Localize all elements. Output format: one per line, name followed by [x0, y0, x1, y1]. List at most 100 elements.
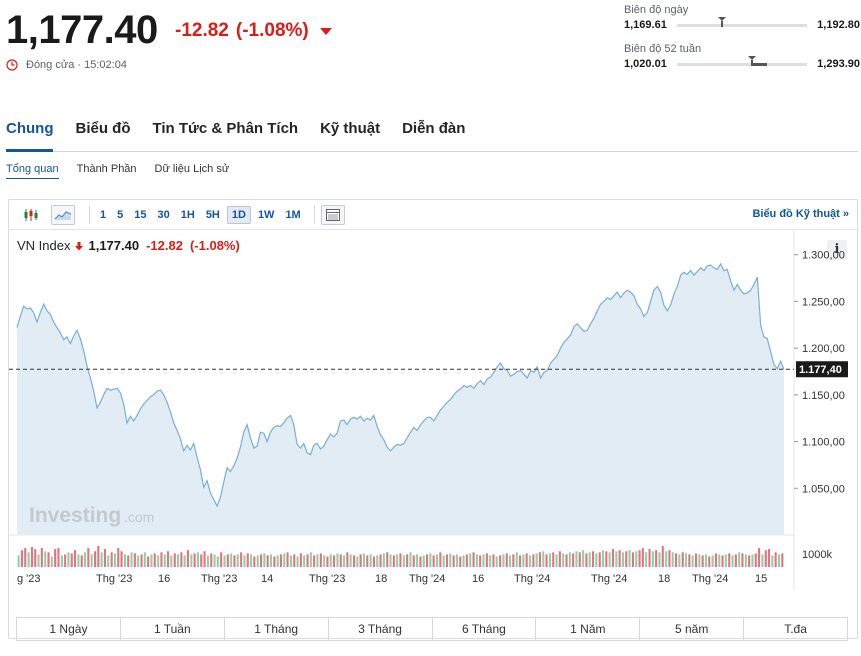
area-chart-icon[interactable]	[51, 204, 75, 225]
volume-bar	[691, 555, 694, 567]
volume-bar	[349, 554, 352, 567]
legend-change-percent: (-1.08%)	[189, 238, 240, 253]
period-5y[interactable]: 5 năm	[640, 618, 745, 640]
technical-chart-link[interactable]: Biểu đồ Kỹ thuật »	[752, 208, 849, 220]
volume-bar	[40, 548, 43, 567]
volume-bar	[668, 550, 671, 567]
volume-bar	[402, 555, 405, 567]
day-range-title: Biên độ ngày	[624, 4, 689, 16]
subtab-summary[interactable]: Tổng quan	[6, 163, 59, 179]
y-tick-label: 1.050,00	[802, 483, 845, 495]
volume-bar	[113, 553, 116, 568]
volume-bar	[100, 552, 103, 567]
sub-tabs: Tổng quan Thành Phần Dữ liệu Lịch sử	[6, 163, 229, 179]
volume-bar	[658, 552, 661, 567]
info-button[interactable]: i	[827, 240, 847, 260]
volume-bar	[323, 555, 326, 567]
change-value: -12.82	[175, 20, 229, 41]
day-range-high: 1,192.80	[817, 19, 860, 31]
tab-chart[interactable]: Biểu đồ	[75, 120, 131, 137]
volume-bar	[243, 555, 246, 567]
x-tick-label: 18	[375, 573, 387, 585]
volume-bar	[223, 555, 226, 567]
period-1m[interactable]: 1 Tháng	[225, 618, 329, 640]
interval-1m[interactable]: 1	[100, 208, 107, 221]
candlestick-icon[interactable]	[19, 205, 43, 225]
volume-bar	[445, 554, 448, 567]
tab-technical[interactable]: Kỹ thuật	[320, 120, 381, 137]
volume-bar	[695, 553, 698, 568]
interval-30m[interactable]: 30	[157, 208, 170, 221]
volume-bar	[704, 554, 707, 567]
volume-bar	[167, 551, 170, 568]
x-tick-label: 14	[261, 573, 273, 585]
volume-bar	[34, 549, 37, 567]
x-tick-label: 18	[658, 573, 670, 585]
interval-1d[interactable]: 1D	[226, 205, 251, 224]
tab-forum[interactable]: Diễn đàn	[402, 120, 466, 137]
volume-bar	[213, 554, 216, 567]
period-1y[interactable]: 1 Năm	[536, 618, 641, 640]
volume-bar	[346, 552, 349, 567]
volume-bar	[406, 554, 409, 567]
volume-bar	[157, 555, 160, 567]
volume-bar	[37, 554, 40, 567]
volume-bar	[522, 554, 525, 567]
volume-bar	[754, 553, 757, 568]
volume-bar	[193, 553, 196, 568]
interval-1w[interactable]: 1W	[257, 208, 275, 221]
volume-bar	[542, 551, 545, 568]
tab-news-analysis[interactable]: Tin Tức & Phân Tích	[152, 120, 299, 137]
day-range: Biên độ ngày 1,169.61 1,192.80	[624, 4, 860, 31]
volume-bar	[143, 552, 146, 567]
interval-5m[interactable]: 5	[117, 208, 124, 221]
x-tick-label: 16	[472, 573, 484, 585]
period-3m[interactable]: 3 Tháng	[329, 618, 433, 640]
interval-5h[interactable]: 5H	[205, 208, 220, 221]
volume-bar	[778, 554, 781, 567]
volume-bar	[422, 555, 425, 567]
volume-bar	[190, 554, 193, 567]
x-tick-label: 16	[158, 573, 170, 585]
volume-bar	[538, 552, 541, 567]
volume-bar	[67, 552, 70, 567]
subtab-historical-data[interactable]: Dữ liệu Lịch sử	[154, 163, 230, 175]
interval-1mo[interactable]: 1M	[285, 208, 301, 221]
period-6m[interactable]: 6 Tháng	[433, 618, 537, 640]
volume-bar	[170, 555, 173, 567]
period-1d[interactable]: 1 Ngày	[17, 618, 121, 640]
period-max[interactable]: T.đa	[784, 622, 807, 636]
volume-bar	[246, 553, 249, 568]
week52-range-bar	[676, 55, 808, 66]
volume-bar	[741, 553, 744, 568]
volume-bar	[489, 555, 492, 567]
y-tick-label: 1.300,00	[802, 250, 845, 262]
volume-bar	[555, 554, 558, 567]
volume-bar	[94, 551, 97, 568]
volume-bar	[595, 553, 598, 568]
volume-bar	[602, 550, 605, 567]
volume-bar	[499, 555, 502, 567]
volume-bar	[163, 554, 166, 567]
chart-panel: 1 5 15 30 1H 5H 1D 1W 1M Biểu đồ Kỹ thuậ…	[8, 199, 858, 639]
price-chart: Investing .com 1.300,00 1.250,00 1.200,00 1…	[9, 230, 848, 590]
volume-bar	[27, 552, 30, 567]
last-price: 1,177.40	[6, 8, 158, 52]
table-view-icon[interactable]	[320, 204, 345, 225]
volume-bar	[216, 556, 219, 567]
volume-bar	[396, 554, 399, 567]
volume-bar	[472, 552, 475, 567]
volume-bar	[206, 555, 209, 567]
x-tick-label: Thg '23	[96, 573, 132, 585]
volume-bar	[313, 555, 316, 567]
volume-bar	[728, 553, 731, 568]
subtab-components[interactable]: Thành Phần	[76, 163, 137, 175]
volume-bar	[379, 554, 382, 567]
volume-bar	[256, 555, 259, 567]
period-1w[interactable]: 1 Tuần	[121, 618, 225, 640]
tab-overview[interactable]: Chung	[6, 117, 54, 152]
volume-bar	[761, 554, 764, 567]
interval-1h[interactable]: 1H	[180, 208, 195, 221]
volume-bar	[130, 552, 133, 567]
interval-15m[interactable]: 15	[134, 208, 147, 221]
